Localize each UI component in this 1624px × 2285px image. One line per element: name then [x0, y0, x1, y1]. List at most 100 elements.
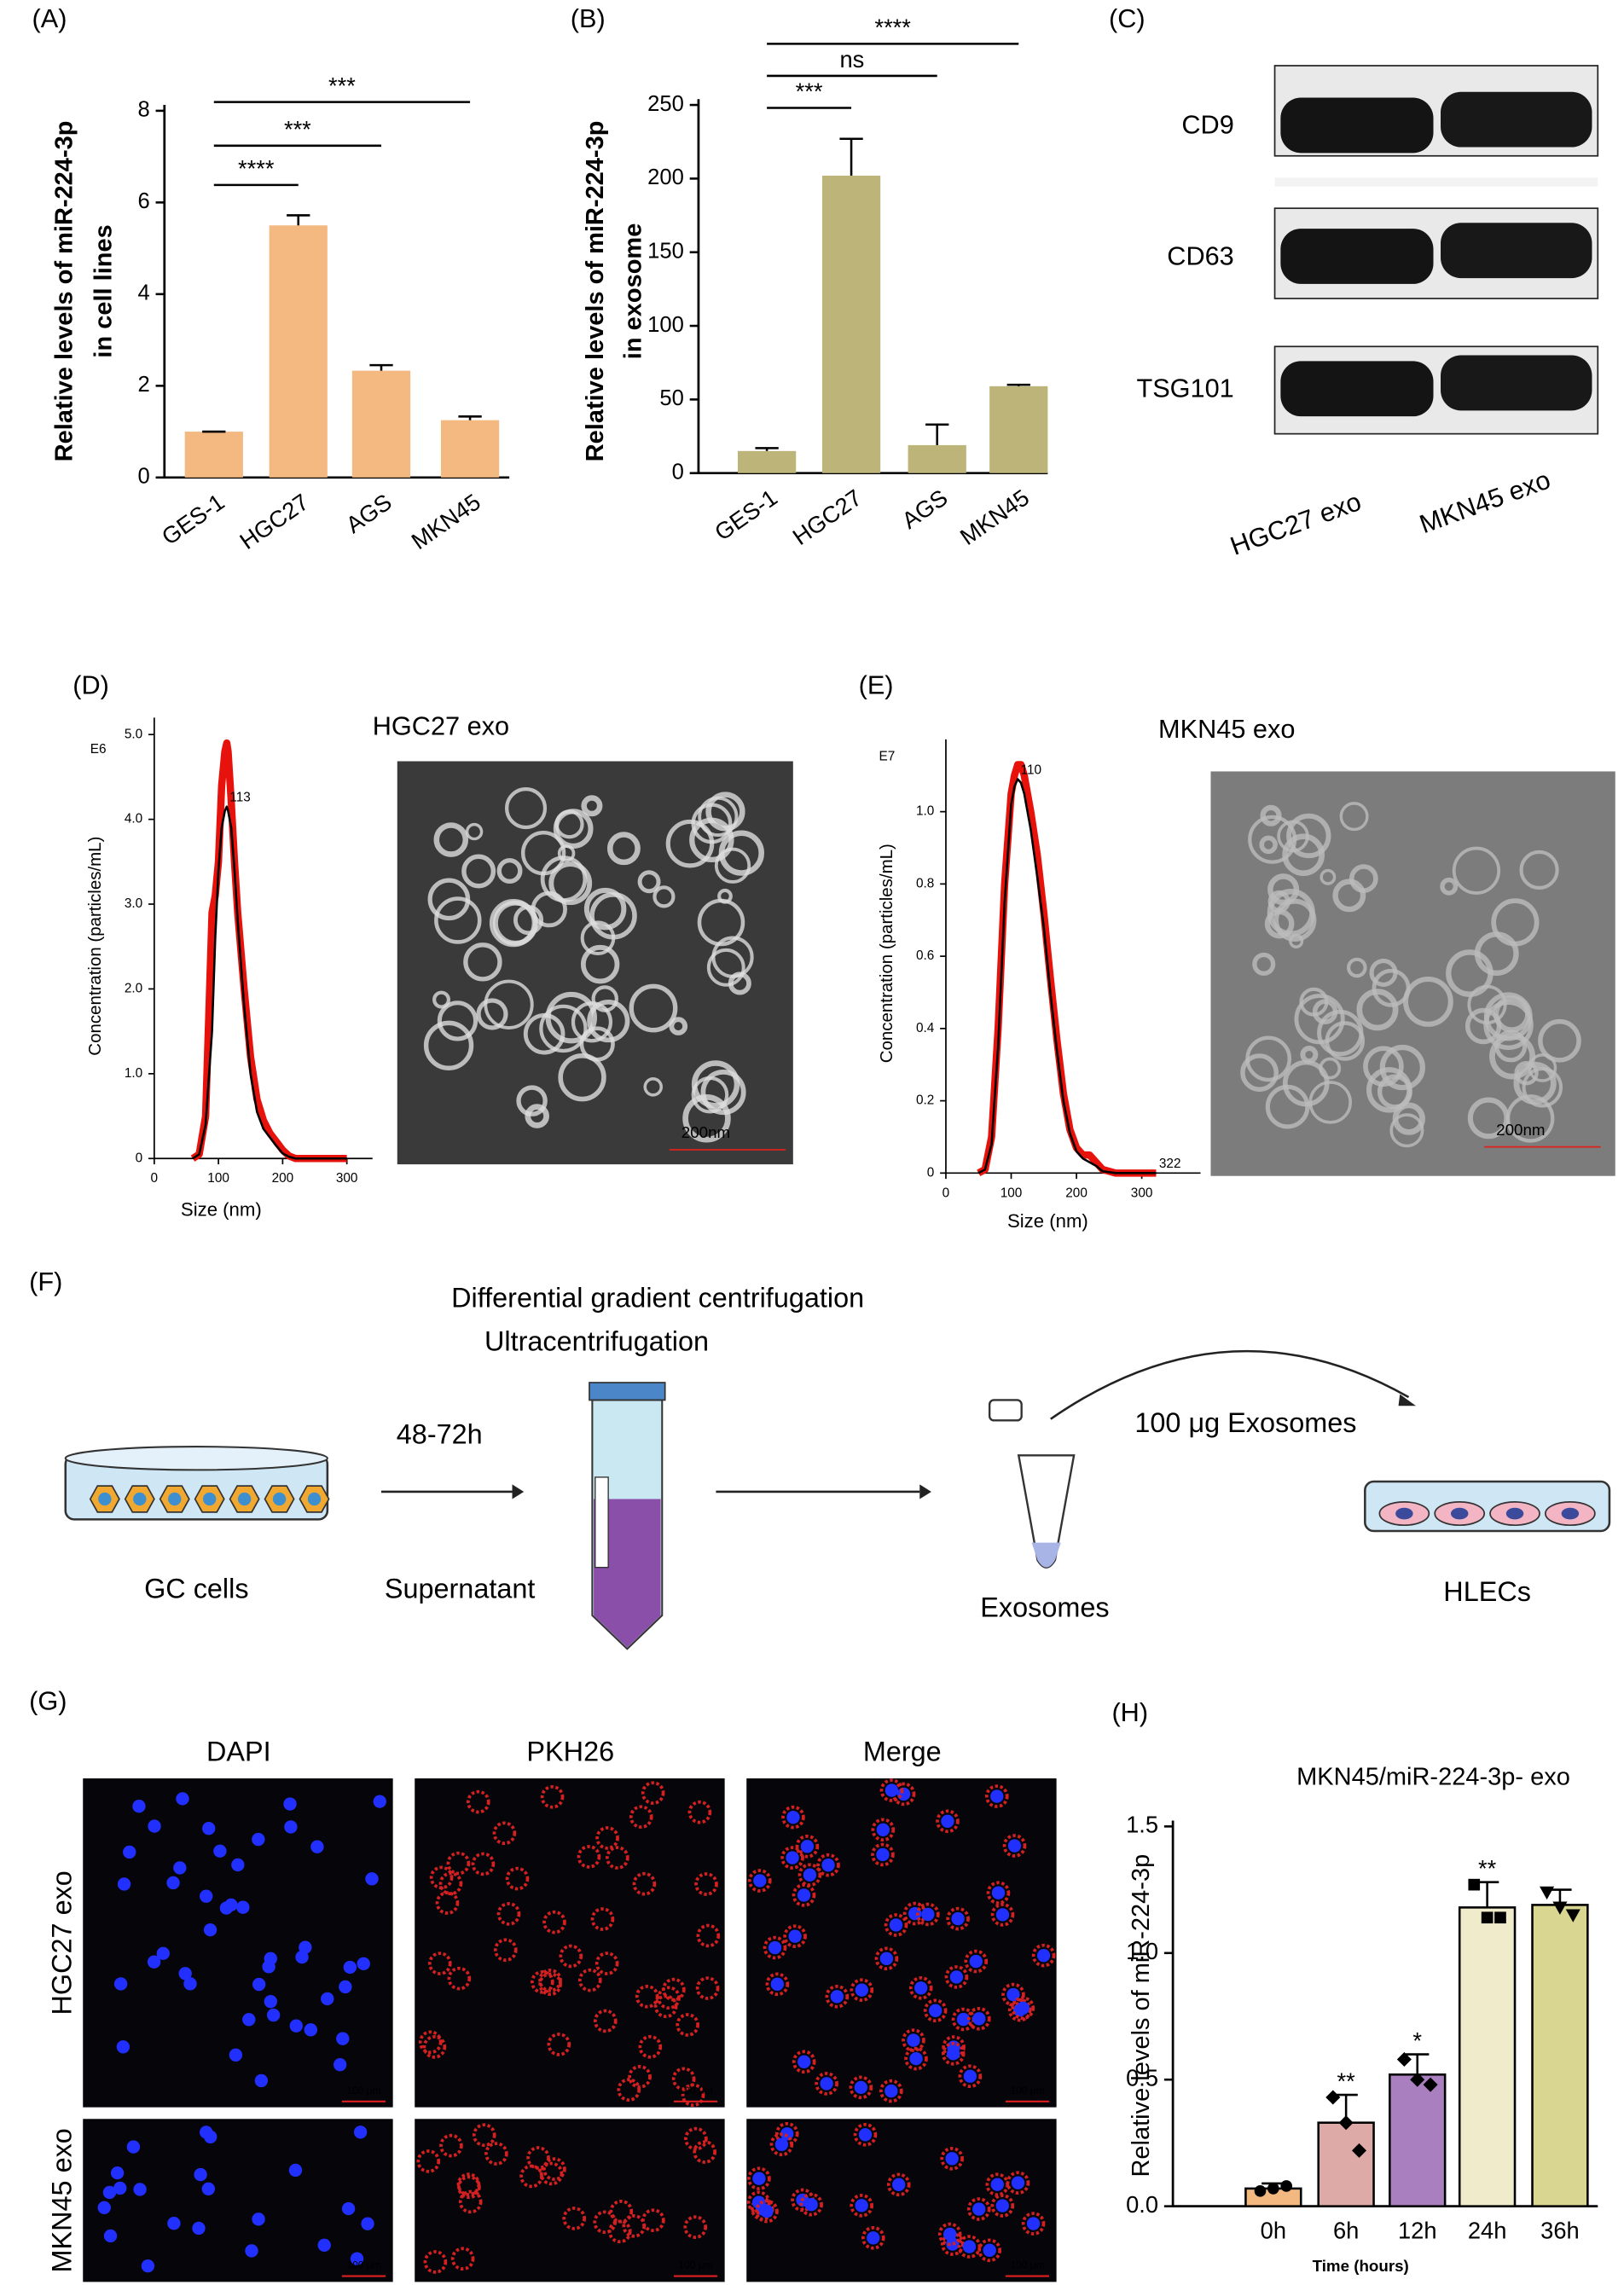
- scale-bar-label: 200nm: [1496, 1121, 1545, 1139]
- nucleus-stain: [113, 1977, 128, 1991]
- hlec-nucleus: [1561, 1507, 1580, 1520]
- membrane-stain: [427, 1952, 452, 1975]
- row-label: HGC27 exo: [47, 1870, 78, 2015]
- y-tick-label: 100: [647, 313, 684, 337]
- nucleus-stain: [141, 2259, 155, 2273]
- vesicle: [423, 1020, 474, 1070]
- membrane-stain: [902, 2028, 925, 2052]
- membrane-stain: [966, 2197, 991, 2221]
- nucleus-stain: [289, 2019, 303, 2033]
- significance-label: ***: [284, 116, 311, 142]
- bar: [908, 444, 966, 473]
- nucleus-stain: [770, 1977, 785, 1992]
- vesicle: [463, 942, 502, 982]
- nucleus-stain: [751, 2195, 766, 2209]
- nucleus-stain: [194, 2167, 207, 2182]
- gc-nucleus: [168, 1492, 182, 1506]
- membrane-stain: [435, 1891, 460, 1915]
- membrane-stain: [562, 2207, 587, 2230]
- nucleus-stain: [946, 2237, 960, 2251]
- scale-bar-label: 100 μm: [346, 2085, 380, 2097]
- membrane-stain: [593, 2009, 618, 2033]
- membrane-stain: [519, 2164, 543, 2189]
- vesicle: [434, 896, 482, 944]
- y-tick-label: 1.0: [1126, 1938, 1158, 1964]
- data-point: [1396, 2051, 1412, 2068]
- vesicle: [432, 990, 451, 1009]
- membrane-stain: [763, 1935, 787, 1960]
- nucleus-stain: [133, 2183, 147, 2196]
- data-point: [1410, 2072, 1425, 2087]
- x-tick-label: MKN45: [407, 489, 485, 555]
- column-title: DAPI: [206, 1737, 271, 1767]
- nucleus-stain: [339, 1980, 352, 1994]
- x-tick-label: 6h: [1333, 2218, 1359, 2244]
- chart-title: MKN45/miR-224-3p- exo: [1296, 1764, 1570, 1791]
- membrane-stain: [693, 2140, 716, 2164]
- significance-label: ***: [328, 72, 356, 99]
- membrane-stain: [1002, 1834, 1027, 1858]
- nucleus-stain: [262, 1960, 276, 1974]
- membrane-stain: [466, 1789, 490, 1814]
- image-title: MKN45 exo: [1158, 714, 1295, 744]
- membrane-stain: [542, 1910, 566, 1934]
- membrane-stain: [765, 1972, 790, 1997]
- nucleus-stain: [365, 1872, 379, 1886]
- membrane-stain: [526, 2146, 550, 2170]
- membrane-stain: [681, 2083, 705, 2108]
- panel-label: (D): [72, 670, 109, 700]
- nucleus-stain: [995, 1908, 1010, 1922]
- nucleus-stain: [1036, 1948, 1051, 1963]
- lane-label: HGC27 exo: [1227, 486, 1366, 561]
- vesicle: [1538, 1018, 1581, 1063]
- x-tick-label: 24h: [1468, 2218, 1507, 2244]
- scale-bar-label: 100 μm: [678, 2259, 712, 2271]
- membrane-stain: [946, 1906, 970, 1931]
- workflow-label: Ultracentrifugation: [484, 1326, 709, 1357]
- membrane-stain: [494, 1938, 518, 1963]
- workflow-label: Supernatant: [385, 1574, 536, 1604]
- nucleus-stain: [245, 2244, 258, 2258]
- workflow-label: 48-72h: [397, 1419, 483, 1450]
- membrane-stain: [799, 2192, 823, 2217]
- y-tick-label: 50: [659, 386, 683, 410]
- tem-image: [397, 761, 793, 1165]
- vesicle: [545, 991, 597, 1044]
- membrane-stain: [540, 1784, 565, 1809]
- x-tick-label: GES-1: [157, 489, 229, 550]
- gc-nucleus: [237, 1492, 252, 1506]
- error-bar: [458, 415, 482, 420]
- vesicle: [1312, 999, 1338, 1024]
- nucleus-stain: [103, 2229, 118, 2243]
- vesicle: [1366, 1067, 1412, 1113]
- nucleus-stain: [995, 2199, 1009, 2213]
- bar: [821, 175, 881, 473]
- nucleus-stain: [820, 2077, 833, 2091]
- membrane-stain: [871, 1842, 895, 1867]
- nucleus-stain: [192, 2221, 206, 2236]
- nucleus-stain: [1011, 2176, 1025, 2189]
- vesicle: [1392, 1102, 1425, 1135]
- membrane-stain: [984, 1784, 1009, 1808]
- vesicle: [706, 948, 745, 987]
- annotation: 113: [229, 791, 250, 805]
- nucleus-stain: [889, 1918, 903, 1932]
- membrane-stain: [886, 2172, 911, 2197]
- membrane-stain: [447, 1966, 472, 1991]
- membrane-stain: [783, 1924, 807, 1948]
- gc-nucleus: [133, 1492, 147, 1506]
- vesicle: [540, 855, 588, 902]
- vesicle: [583, 887, 627, 931]
- data-point: [1267, 2183, 1279, 2195]
- column-title: PKH26: [526, 1737, 614, 1767]
- nucleus-stain: [336, 2032, 350, 2045]
- vesicle: [579, 1026, 615, 1062]
- y-tick-label: 0.0: [1126, 2191, 1158, 2218]
- vesicle: [1493, 995, 1531, 1033]
- membrane-stain: [964, 1949, 989, 1974]
- data-point: [1280, 2180, 1293, 2192]
- nucleus-stain: [264, 1994, 277, 2009]
- nucleus-stain: [231, 1858, 245, 1872]
- nucleus-stain: [200, 1889, 213, 1903]
